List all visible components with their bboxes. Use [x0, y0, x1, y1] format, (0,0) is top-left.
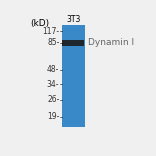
Bar: [62, 40, 84, 46]
Bar: [62, 25, 85, 127]
Text: 48-: 48-: [47, 65, 59, 74]
Text: 117-: 117-: [42, 27, 59, 36]
Text: 26-: 26-: [47, 95, 59, 104]
Text: 85-: 85-: [47, 38, 59, 47]
Text: Dynamin I: Dynamin I: [88, 38, 134, 47]
Text: 19-: 19-: [47, 112, 59, 121]
Text: 3T3: 3T3: [66, 15, 80, 24]
Text: (kD): (kD): [30, 19, 50, 28]
Text: 34-: 34-: [47, 80, 59, 89]
